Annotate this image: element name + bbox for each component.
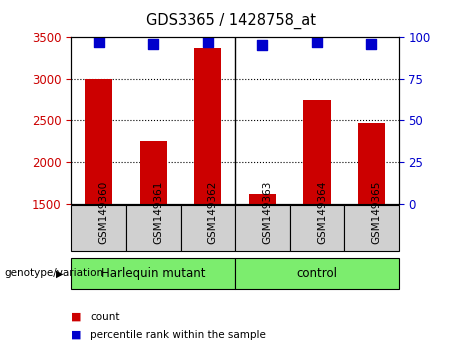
Text: GSM149362: GSM149362 (208, 181, 218, 244)
Bar (181, 205, 235, 251)
Bar (85, 79, 112, 204)
Text: GSM149365: GSM149365 (372, 181, 382, 244)
Text: GSM149363: GSM149363 (262, 181, 272, 244)
Bar (140, 141, 167, 204)
Point (204, 39, 212, 45)
Point (313, 39, 321, 45)
Text: GSM149361: GSM149361 (153, 181, 163, 244)
Bar (303, 99, 331, 204)
Point (149, 41, 157, 47)
Bar (194, 48, 221, 204)
Bar (290, 205, 344, 251)
Bar (235, 205, 290, 251)
Point (95, 39, 102, 45)
Bar (71, 205, 126, 251)
Text: ■: ■ (71, 330, 82, 339)
Text: percentile rank within the sample: percentile rank within the sample (90, 330, 266, 339)
Text: ■: ■ (71, 312, 82, 322)
Point (368, 41, 375, 47)
Text: Harlequin mutant: Harlequin mutant (101, 267, 206, 280)
Text: GSM149364: GSM149364 (317, 181, 327, 244)
Bar (249, 194, 276, 204)
Text: count: count (90, 312, 119, 322)
Bar (344, 205, 399, 251)
Text: ▶: ▶ (56, 268, 64, 279)
Text: genotype/variation: genotype/variation (5, 268, 104, 279)
Bar (71, 258, 235, 289)
Text: GDS3365 / 1428758_at: GDS3365 / 1428758_at (146, 12, 315, 29)
Point (259, 43, 266, 48)
Text: GSM149360: GSM149360 (99, 181, 109, 244)
Text: control: control (296, 267, 337, 280)
Bar (358, 123, 385, 204)
Bar (126, 205, 181, 251)
Bar (235, 258, 399, 289)
